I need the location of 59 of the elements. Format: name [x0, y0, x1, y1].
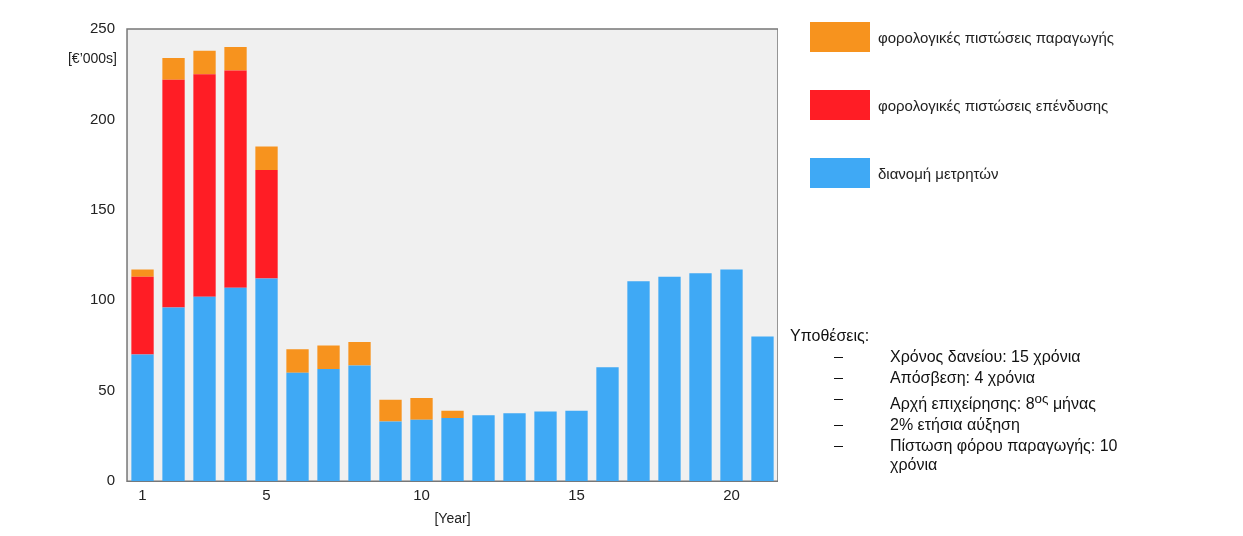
bar	[751, 336, 774, 482]
bar	[162, 57, 185, 80]
bar	[410, 419, 433, 482]
bar	[441, 417, 464, 482]
bar	[317, 369, 340, 482]
bar	[255, 278, 278, 482]
y-tick-label: 50	[98, 380, 116, 398]
bar	[224, 70, 247, 288]
bar	[379, 399, 402, 422]
x-tick-label: 10	[413, 486, 430, 504]
legend-label: φορολογικές πιστώσεις επένδυσης	[878, 96, 1109, 114]
bar	[627, 281, 650, 482]
y-axis-title: [€’000s]	[67, 49, 118, 66]
bar	[286, 372, 309, 482]
x-tick-label: 5	[262, 486, 271, 504]
bar	[224, 287, 247, 482]
bar	[348, 365, 371, 482]
bar	[658, 276, 681, 482]
bar	[131, 269, 154, 277]
bar	[193, 296, 216, 482]
text: Αρχή επιχείρησης: 8$^{ος}$ μήνας	[890, 390, 1097, 414]
bar	[410, 398, 433, 420]
bar	[534, 411, 557, 482]
bar	[348, 341, 371, 366]
bar	[131, 354, 154, 482]
x-tick-label: 20	[723, 486, 740, 504]
y-tick-label: 200	[90, 109, 116, 127]
bar	[131, 276, 154, 355]
bar	[224, 47, 247, 71]
bar	[689, 273, 712, 482]
bar	[441, 410, 464, 418]
y-tick-label: 100	[90, 290, 116, 308]
bar	[193, 74, 216, 297]
x-tick-label: 1	[138, 486, 147, 504]
bar	[255, 146, 278, 171]
bar	[379, 421, 402, 482]
y-tick-label: 250	[90, 19, 116, 37]
legend-label: διανομή μετρητών	[878, 164, 999, 182]
text: 2% ετήσια αύξηση	[890, 415, 1021, 435]
bar	[596, 367, 619, 482]
text: Απόσβεση: 4 χρόνια	[890, 368, 1037, 387]
legend-label: φορολογικές πιστώσεις παραγωγής	[878, 28, 1115, 46]
bar	[317, 345, 340, 370]
bar	[193, 50, 216, 75]
text: Υποθέσεις:	[790, 326, 871, 345]
y-tick-label: 0	[106, 471, 116, 489]
text: Χρόνος δανείου: 15 χρόνια	[890, 347, 1082, 366]
text: Πίστωση φόρου παραγωγής: 10 χρόνια	[890, 436, 1119, 475]
bar	[162, 307, 185, 482]
bar	[286, 349, 309, 373]
bar	[720, 269, 743, 482]
bar	[162, 79, 185, 308]
bar	[503, 413, 526, 482]
x-axis-title: [Year]	[434, 510, 471, 527]
x-tick-label: 15	[568, 486, 585, 504]
bar	[565, 410, 588, 482]
bar	[472, 415, 495, 482]
y-tick-label: 150	[90, 200, 116, 218]
bar	[255, 170, 278, 279]
